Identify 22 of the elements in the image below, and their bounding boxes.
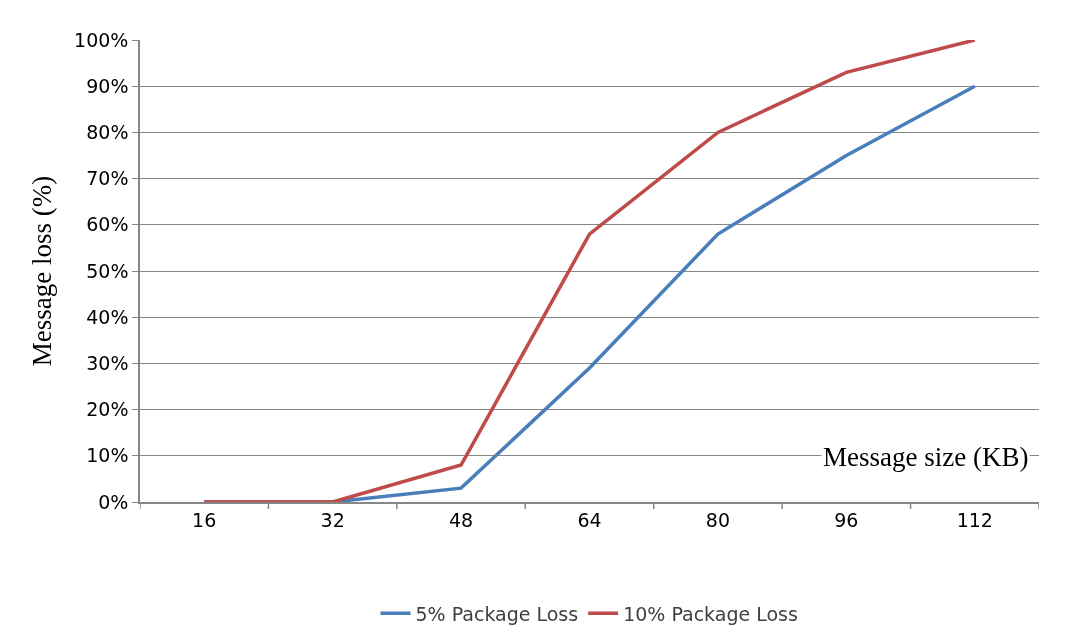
x-tick-label: 64 — [577, 508, 602, 531]
y-tick-label: 70% — [86, 167, 129, 190]
y-tick-label: 80% — [86, 121, 129, 144]
legend-label: 10% Package Loss — [623, 602, 798, 625]
y-tick-label: 20% — [86, 398, 129, 421]
y-tick-label: 90% — [86, 74, 129, 97]
x-tick-label: 96 — [834, 508, 859, 531]
y-tick-label: 60% — [86, 213, 129, 236]
y-axis-title: Message loss (%) — [26, 175, 57, 367]
y-tick-label: 40% — [86, 305, 129, 328]
y-tick-label: 0% — [98, 490, 129, 513]
y-tick-label: 50% — [86, 259, 129, 282]
legend-label: 5% Package Loss — [415, 602, 579, 625]
x-tick-label: 32 — [320, 508, 345, 531]
x-tick-label: 112 — [956, 508, 993, 531]
x-tick-label: 80 — [705, 508, 731, 531]
y-tick-label: 30% — [86, 352, 129, 375]
y-tick-label: 10% — [86, 444, 129, 467]
x-axis-title: Message size (KB) — [823, 442, 1029, 472]
x-tick-label: 48 — [448, 508, 474, 531]
x-tick-label: 16 — [192, 508, 217, 531]
y-tick-label: 100% — [74, 28, 129, 51]
